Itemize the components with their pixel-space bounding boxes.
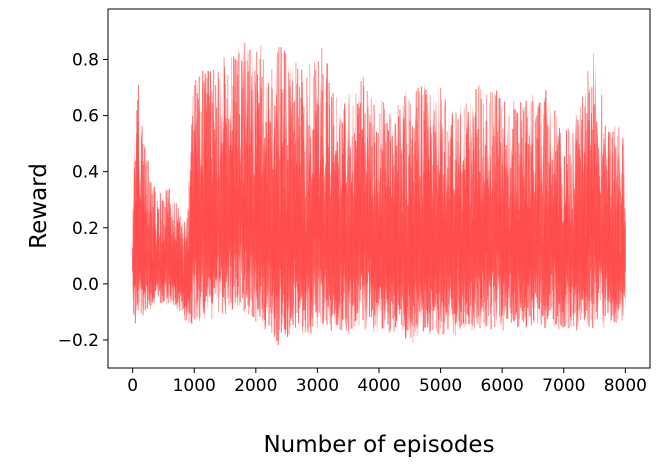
- x-axis-label: Number of episodes: [263, 432, 494, 458]
- x-tick-label: 8000: [604, 376, 647, 396]
- x-tick-label: 5000: [419, 376, 462, 396]
- x-tick-label: 1000: [173, 376, 216, 396]
- y-tick-label: 0.2: [72, 219, 99, 239]
- y-tick-label: 0.8: [72, 50, 99, 70]
- reward-band-layer: [132, 39, 626, 346]
- x-tick-label: 0: [127, 376, 138, 396]
- y-axis: −0.2 0.0 0.2 0.4 0.6 0.8: [58, 50, 108, 351]
- x-tick-label: 2000: [234, 376, 277, 396]
- x-axis: 0 1000 2000 3000 4000 5000 6000 7000 8000: [127, 368, 647, 396]
- x-tick-label: 7000: [542, 376, 585, 396]
- y-tick-label: 0.6: [72, 107, 99, 127]
- y-axis-label: Reward: [26, 163, 52, 249]
- x-tick-label: 3000: [296, 376, 339, 396]
- y-tick-label: −0.2: [58, 331, 99, 351]
- x-tick-label: 4000: [357, 376, 400, 396]
- x-tick-label: 6000: [481, 376, 524, 396]
- y-tick-label: 0.4: [72, 163, 99, 183]
- y-tick-label: 0.0: [72, 275, 99, 295]
